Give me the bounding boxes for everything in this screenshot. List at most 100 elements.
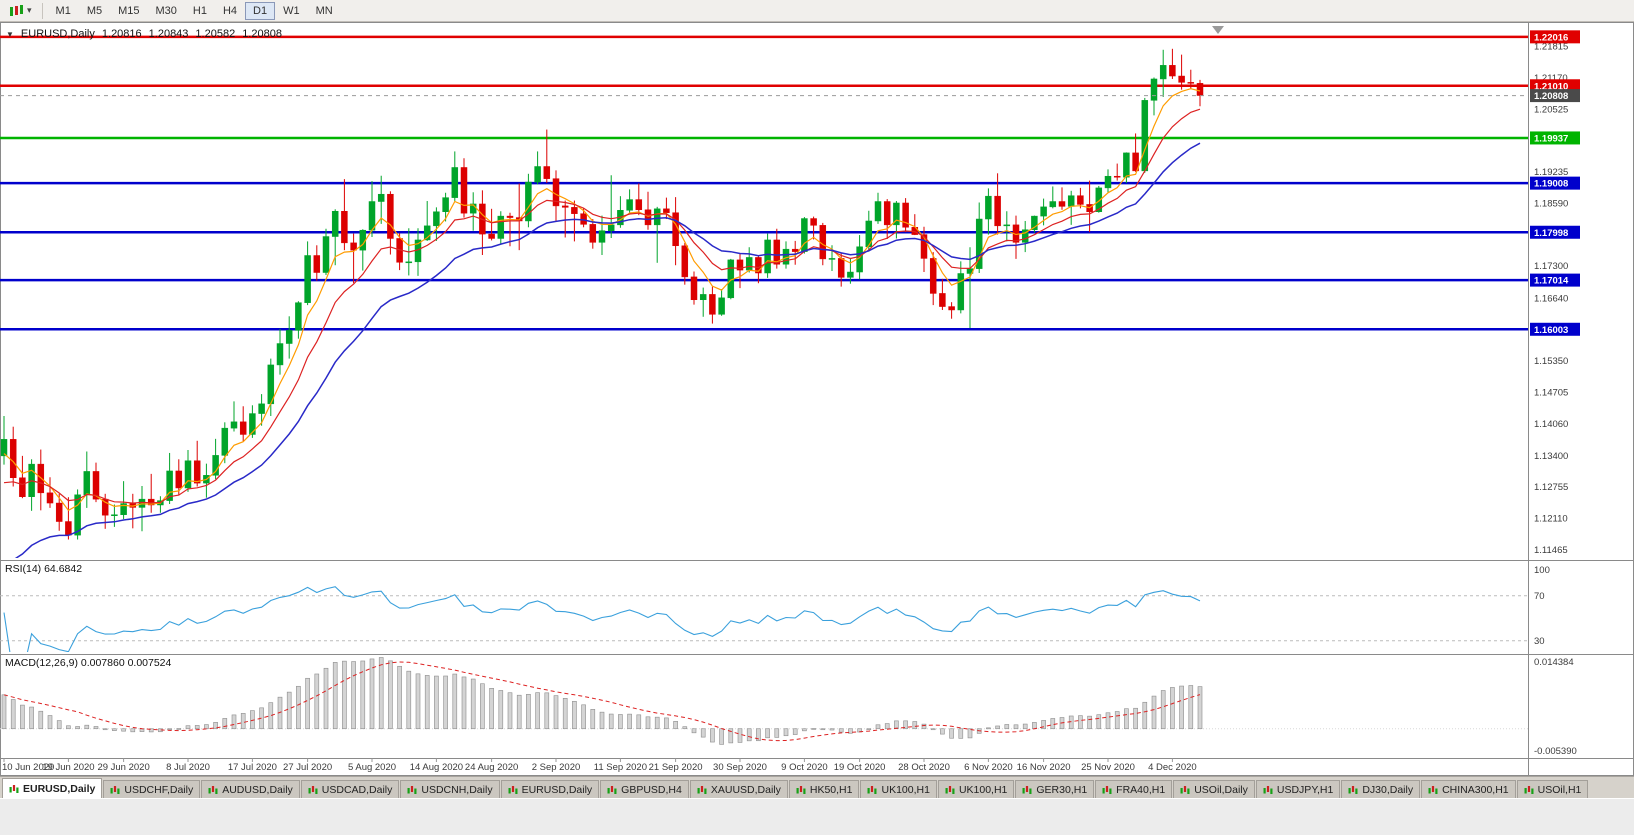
chart-tab-usdcnh-daily[interactable]: USDCNH,Daily (400, 780, 500, 798)
mini-chart-icon (607, 785, 617, 794)
chart-tab-uk100-h1[interactable]: UK100,H1 (937, 780, 1015, 798)
y-axis-label: 1.14060 (1534, 419, 1568, 430)
y-axis-label: 1.16640 (1534, 293, 1568, 304)
y-axis-label: 1.14705 (1534, 387, 1568, 398)
timeframe-button-m5[interactable]: M5 (79, 2, 110, 20)
y-axis-label: 1.11465 (1534, 545, 1568, 556)
one-click-trading-toggle[interactable]: ▼ (6, 29, 14, 39)
chart-tab-usdcad-daily[interactable]: USDCAD,Daily (300, 780, 400, 798)
macd-scale-top-label: 0.014384 (1534, 657, 1574, 668)
y-axis-label: 1.17300 (1534, 261, 1568, 272)
x-axis-label: 19 Jun 2020 (42, 762, 94, 773)
timeframe-button-h4[interactable]: H4 (215, 2, 245, 20)
x-axis-label: 24 Aug 2020 (465, 762, 518, 773)
chart-type-button[interactable]: ▾ (3, 2, 37, 20)
price-tags: 1.22016 1.21010 1.19937 1.19008 1.17998 1.170… (1530, 30, 1580, 336)
chart-shift-marker[interactable] (1212, 26, 1224, 34)
mini-chart-icon (508, 785, 518, 794)
y-axis-label: 1.21815 (1534, 42, 1568, 53)
timeframe-button-d1[interactable]: D1 (245, 1, 276, 20)
svg-text:1.21010: 1.21010 (1534, 81, 1568, 92)
candlestick-chart-icon (15, 6, 18, 15)
chart-tab-ger30-h1[interactable]: GER30,H1 (1015, 780, 1095, 798)
mini-chart-icon (308, 785, 318, 794)
price-tag-1.17014[interactable]: 1.17014 (1530, 273, 1580, 287)
chart-tab-usoil-h1[interactable]: USOil,H1 (1516, 780, 1589, 798)
ma-medium-line (3, 108, 1201, 504)
chart-tab-china300-h1[interactable]: CHINA300,H1 (1421, 780, 1516, 798)
y-axis-label: 1.15350 (1534, 356, 1568, 367)
chart-tab-dj30-daily[interactable]: DJ30,Daily (1341, 780, 1421, 798)
rsi-line (3, 586, 1201, 652)
chevron-down-icon: ▾ (27, 5, 32, 15)
chart-tab-gbpusd-h4[interactable]: GBPUSD,H4 (600, 780, 689, 798)
tab-label: GBPUSD,H4 (621, 783, 682, 796)
x-axis-label: 19 Oct 2020 (834, 762, 886, 773)
current-price-tag[interactable]: 1.20808 (1530, 89, 1580, 103)
timeframe-button-mn[interactable]: MN (308, 2, 341, 20)
tab-label: USDCHF,Daily (124, 783, 194, 796)
x-axis-label: 29 Jun 2020 (97, 762, 149, 773)
x-axis-label: 5 Aug 2020 (348, 762, 396, 773)
price-tag-1.19937[interactable]: 1.19937 (1530, 131, 1580, 145)
x-axis-label: 28 Oct 2020 (898, 762, 950, 773)
chart-canvas[interactable]: 1.218151.211701.205251.198801.192351.185… (0, 22, 1634, 776)
mini-chart-icon (407, 785, 417, 794)
x-axis-label: 2 Sep 2020 (532, 762, 581, 773)
rsi-scale-label: 70 (1534, 591, 1545, 602)
mini-chart-icon (208, 785, 218, 794)
tab-label: DJ30,Daily (1362, 783, 1414, 796)
mini-chart-icon (796, 785, 806, 794)
price-tag-1.19008[interactable]: 1.19008 (1530, 176, 1580, 190)
chart-tab-uk100-h1[interactable]: UK100,H1 (860, 780, 937, 798)
y-axis-label: 1.13400 (1534, 451, 1568, 462)
price-pane (0, 35, 1528, 558)
mini-chart-icon (697, 785, 707, 794)
macd-scale-bottom-label: -0.005390 (1534, 746, 1577, 757)
rsi-pane (0, 586, 1528, 652)
price-tag-1.22016[interactable]: 1.22016 (1530, 30, 1580, 44)
tab-label: EURUSD,Daily (23, 782, 96, 795)
chart-tab-xauusd-daily[interactable]: XAUUSD,Daily (689, 780, 788, 798)
timeframe-button-m15[interactable]: M15 (110, 2, 147, 20)
macd-indicator-label: MACD(12,26,9) 0.007860 0.007524 (5, 657, 172, 669)
tab-label: GER30,H1 (1036, 783, 1088, 796)
horizontal-lines (0, 35, 1528, 331)
chart-tab-hk50-h1[interactable]: HK50,H1 (788, 780, 860, 798)
top-toolbar: ▾ M1 M5 M15 M30 H1 H4 D1 W1 MN (0, 0, 1634, 22)
timeframe-button-w1[interactable]: W1 (275, 2, 308, 20)
mini-chart-icon (1428, 785, 1438, 794)
y-axis-label: 1.12110 (1534, 514, 1568, 525)
svg-text:1.20808: 1.20808 (1534, 91, 1568, 102)
mini-chart-icon (867, 785, 877, 794)
x-axis-label: 11 Sep 2020 (594, 762, 647, 773)
timeframe-button-m30[interactable]: M30 (148, 2, 185, 20)
x-axis-label: 4 Dec 2020 (1148, 762, 1197, 773)
price-tag-1.16003[interactable]: 1.16003 (1530, 322, 1580, 336)
x-axis-label: 21 Sep 2020 (649, 762, 703, 773)
chart-tab-usdjpy-h1[interactable]: USDJPY,H1 (1255, 780, 1341, 798)
tab-label: UK100,H1 (881, 783, 930, 796)
tab-label: EURUSD,Daily (521, 783, 593, 796)
timeframe-button-m1[interactable]: M1 (48, 2, 79, 20)
chart-tab-eurusd-daily[interactable]: EURUSD,Daily (2, 778, 103, 798)
chart-tab-usoil-daily[interactable]: USOil,Daily (1173, 780, 1255, 798)
tab-label: CHINA300,H1 (1442, 783, 1509, 796)
open-value: 1.20816 (101, 28, 142, 40)
x-axis-label: 25 Nov 2020 (1081, 762, 1135, 773)
rsi-scale-label: 100 (1534, 565, 1550, 576)
price-tag-1.17998[interactable]: 1.17998 (1530, 225, 1580, 239)
x-axis-label: 10 Jun 2020 (2, 762, 54, 773)
timeframe-button-h1[interactable]: H1 (185, 2, 215, 20)
chart-tab-eurusd-daily[interactable]: EURUSD,Daily (500, 780, 600, 798)
status-bar (0, 798, 1634, 835)
chart-tab-audusd-daily[interactable]: AUDUSD,Daily (201, 780, 300, 798)
chart-tab-usdchf-daily[interactable]: USDCHF,Daily (103, 780, 201, 798)
svg-text:1.19008: 1.19008 (1534, 179, 1568, 190)
x-axis-label: 27 Jul 2020 (283, 762, 332, 773)
tab-label: HK50,H1 (809, 783, 853, 796)
price-tag-1.21010[interactable]: 1.21010 (1530, 79, 1580, 93)
rsi-indicator-label: RSI(14) 64.6842 (5, 563, 83, 575)
chart-tab-fra40-h1[interactable]: FRA40,H1 (1095, 780, 1173, 798)
